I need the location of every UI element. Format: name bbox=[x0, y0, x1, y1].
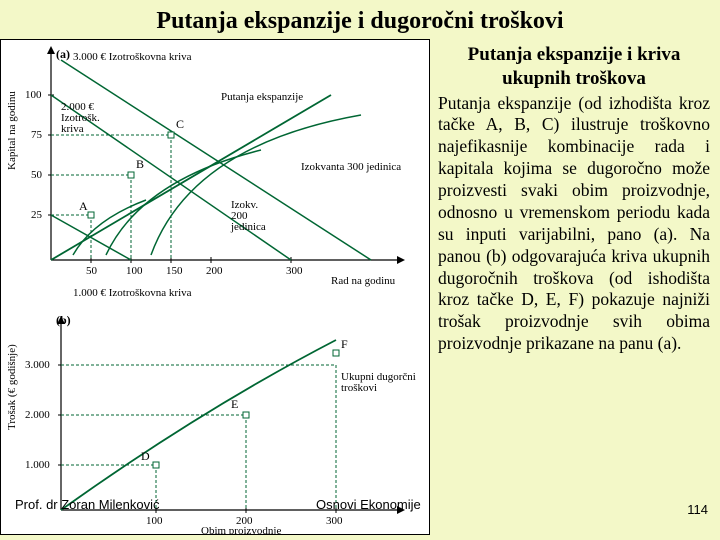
panel-a-ylabel: Kapital na godinu bbox=[6, 91, 18, 170]
svg-text:2.000 €Izotrošk.kriva: 2.000 €Izotrošk.kriva bbox=[61, 101, 100, 135]
svg-text:2.000: 2.000 bbox=[25, 409, 50, 421]
svg-text:25: 25 bbox=[31, 209, 43, 221]
svg-text:150: 150 bbox=[166, 265, 183, 277]
svg-text:75: 75 bbox=[31, 129, 43, 141]
svg-text:Ukupni dugorčnitroškovi: Ukupni dugorčnitroškovi bbox=[341, 371, 416, 394]
svg-text:300: 300 bbox=[286, 265, 303, 277]
panel-b-label: (b) bbox=[56, 313, 71, 327]
footer-author: Prof. dr Zoran Milenković bbox=[15, 497, 160, 512]
svg-text:C: C bbox=[176, 117, 184, 131]
svg-text:50: 50 bbox=[86, 265, 98, 277]
svg-text:50: 50 bbox=[31, 169, 43, 181]
svg-text:100: 100 bbox=[126, 265, 143, 277]
svg-text:3.000 € Izotroškovna kriva: 3.000 € Izotroškovna kriva bbox=[73, 51, 192, 63]
svg-text:1.000 € Izotroškovna kriva: 1.000 € Izotroškovna kriva bbox=[73, 287, 192, 299]
explanation-body: Putanja ekspanzije (od izhodišta kroz ta… bbox=[438, 93, 710, 356]
explanation-panel: Putanja ekspanzije i kriva ukupnih trošk… bbox=[430, 39, 720, 535]
panel-b-xlabel: Obim proizvodnje bbox=[201, 525, 281, 534]
svg-text:Izokvanta 300 jedinica: Izokvanta 300 jedinica bbox=[301, 161, 401, 173]
svg-text:A: A bbox=[79, 199, 88, 213]
svg-text:100: 100 bbox=[146, 515, 163, 527]
svg-text:D: D bbox=[141, 449, 150, 463]
svg-text:1.000: 1.000 bbox=[25, 459, 50, 471]
svg-text:300: 300 bbox=[326, 515, 343, 527]
svg-text:Izokv.200jedinica: Izokv.200jedinica bbox=[230, 199, 266, 233]
footer-course: Osnovi Ekonomije bbox=[316, 497, 421, 512]
economics-diagram: (a) Kapital na godinu 25 50 75 100 bbox=[1, 40, 429, 534]
svg-text:200: 200 bbox=[206, 265, 223, 277]
svg-text:Putanja ekspanzije: Putanja ekspanzije bbox=[221, 91, 303, 103]
panel-b-ylabel: Trošak (€ godišnje) bbox=[6, 344, 18, 430]
svg-text:100: 100 bbox=[25, 89, 42, 101]
svg-text:E: E bbox=[231, 397, 238, 411]
panel-a-xlabel: Rad na godinu bbox=[331, 275, 396, 287]
isocost-3000 bbox=[61, 60, 371, 260]
figure-panel: (a) Kapital na godinu 25 50 75 100 bbox=[0, 39, 430, 535]
page-number: 114 bbox=[687, 502, 708, 518]
content-area: (a) Kapital na godinu 25 50 75 100 bbox=[0, 39, 720, 535]
svg-text:B: B bbox=[136, 157, 144, 171]
page-title: Putanja ekspanzije i dugoročni troškovi bbox=[0, 0, 720, 39]
panel-a-label: (a) bbox=[56, 47, 70, 61]
svg-text:F: F bbox=[341, 337, 348, 351]
explanation-heading: Putanja ekspanzije i kriva ukupnih trošk… bbox=[438, 43, 710, 91]
svg-text:3.000: 3.000 bbox=[25, 359, 50, 371]
